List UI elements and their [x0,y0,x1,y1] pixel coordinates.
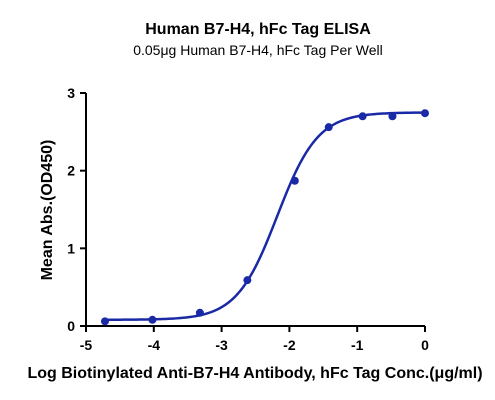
y-tick-label: 2 [67,163,75,179]
plot-area: 0 1 2 3 -5 -4 -3 -2 -1 0 [67,85,429,353]
data-point [243,276,252,285]
data-point [324,123,333,132]
x-tick-label: -1 [351,337,364,353]
y-tick-label: 3 [67,85,75,101]
chart-subtitle: 0.05μg Human B7-H4, hFc Tag Per Well [133,42,383,58]
chart-title: Human B7-H4, hFc Tag ELISA [145,21,371,38]
x-tick-label: 0 [421,337,429,353]
x-tick-label: -5 [80,337,93,353]
data-point [421,109,429,118]
data-point [100,317,109,326]
data-point [388,112,397,121]
x-axis-label: Log Biotinylated Anti-B7-H4 Antibody, hF… [27,365,482,382]
x-tick-label: -4 [148,337,161,353]
x-tick-label: -2 [283,337,296,353]
data-point [148,315,157,324]
y-tick-label: 0 [67,318,75,334]
x-tick-label: -3 [215,337,228,353]
fit-curve-line [104,111,426,321]
data-point [195,308,204,317]
y-axis-label: Mean Abs.(OD450) [39,140,56,281]
y-tick-label: 1 [67,240,75,256]
data-point [290,176,299,185]
data-point [358,112,367,121]
